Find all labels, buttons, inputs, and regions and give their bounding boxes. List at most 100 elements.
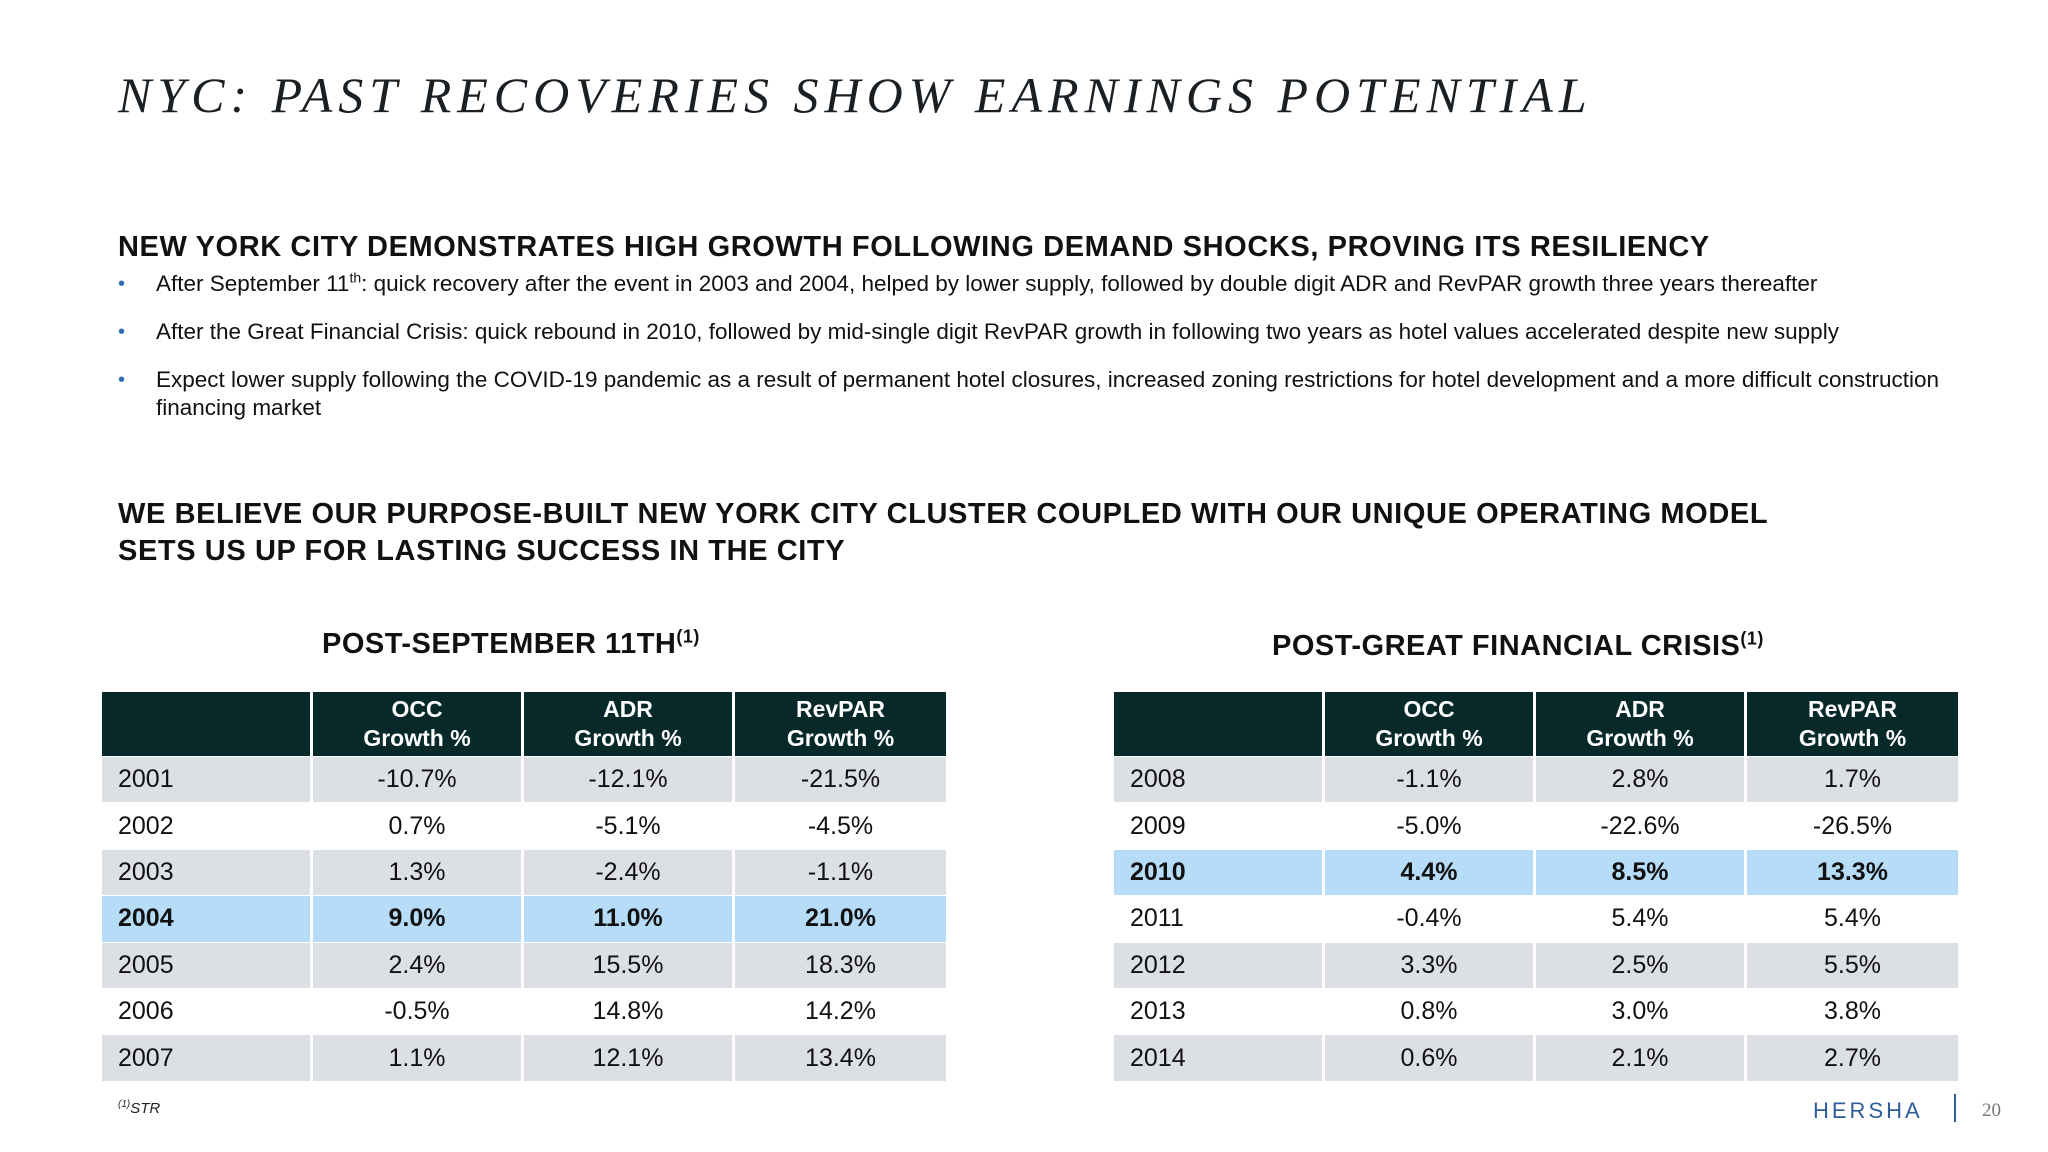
header-line-2: Growth % (363, 725, 471, 751)
bullet-dot-icon: • (118, 321, 126, 343)
page-title: NYC: PAST RECOVERIES SHOW EARNINGS POTEN… (118, 67, 1593, 123)
cell-adr: 5.4% (1536, 896, 1747, 942)
table-row: 2012 3.3% 2.5% 5.5% (1114, 941, 1958, 988)
table-row: 2013 0.8% 3.0% 3.8% (1114, 987, 1958, 1035)
table-header-row: OCC Growth % ADR Growth % RevPAR Growth … (102, 692, 946, 756)
cell-revpar: 5.5% (1747, 942, 1958, 988)
footnote: (1)STR (118, 1099, 161, 1118)
bullet-dot-icon: • (118, 273, 126, 295)
cell-revpar: 5.4% (1747, 896, 1958, 942)
bullet-item: • After the Great Financial Crisis: quic… (118, 318, 1948, 346)
footer-divider (1954, 1094, 1956, 1122)
cell-revpar: 18.3% (735, 942, 946, 988)
cell-occ: 0.7% (313, 803, 524, 849)
table-post-sept-11: OCC Growth % ADR Growth % RevPAR Growth … (102, 692, 946, 1081)
table-row: 2008 -1.1% 2.8% 1.7% (1114, 756, 1958, 803)
header-cell-revpar: RevPAR Growth % (735, 692, 946, 756)
cell-adr: 8.5% (1536, 849, 1747, 896)
footnote-text: STR (130, 1100, 161, 1117)
bullet-text-pre: After September 11 (156, 271, 350, 296)
cell-revpar: -1.1% (735, 849, 946, 896)
cell-year: 2014 (1114, 1035, 1325, 1081)
cell-revpar: 3.8% (1747, 988, 1958, 1035)
cell-year: 2006 (102, 988, 313, 1035)
table-title-text: POST-SEPTEMBER 11TH (322, 628, 677, 660)
header-cell-year (102, 692, 313, 756)
bullet-dot-icon: • (118, 369, 126, 391)
table-row: 2014 0.6% 2.1% 2.7% (1114, 1034, 1958, 1081)
table-title-footnote-ref: (1) (1740, 628, 1764, 649)
cell-year: 2005 (102, 942, 313, 988)
cell-occ: 3.3% (1325, 942, 1536, 988)
table-row: 2006 -0.5% 14.8% 14.2% (102, 987, 946, 1035)
table-row: 2007 1.1% 12.1% 13.4% (102, 1034, 946, 1081)
footnote-ref: (1) (118, 1099, 131, 1110)
header-cell-year (1114, 692, 1325, 756)
cell-year: 2004 (102, 896, 313, 942)
cell-year: 2008 (1114, 757, 1325, 803)
cell-year: 2007 (102, 1035, 313, 1081)
header-line-1: OCC (391, 696, 443, 722)
table-post-gfc: OCC Growth % ADR Growth % RevPAR Growth … (1114, 692, 1958, 1081)
cell-adr: 15.5% (524, 942, 735, 988)
cell-adr: 2.1% (1536, 1035, 1747, 1081)
cell-occ: 9.0% (313, 896, 524, 942)
cell-year: 2003 (102, 849, 313, 896)
table-row: 2009 -5.0% -22.6% -26.5% (1114, 802, 1958, 849)
table-title-text: POST-GREAT FINANCIAL CRISIS (1272, 630, 1741, 662)
cell-adr: 11.0% (524, 896, 735, 942)
cell-adr: -2.4% (524, 849, 735, 896)
cell-year: 2012 (1114, 942, 1325, 988)
bullet-list: • After September 11th: quick recovery a… (118, 270, 1948, 442)
cell-adr: 2.8% (1536, 757, 1747, 803)
header-line-2: Growth % (1798, 725, 1907, 751)
table-row: 2002 0.7% -5.1% -4.5% (102, 802, 946, 849)
header-line-1: RevPAR (1807, 696, 1898, 722)
table-row: 2005 2.4% 15.5% 18.3% (102, 941, 946, 988)
section-heading-cluster: WE BELIEVE OUR PURPOSE-BUILT NEW YORK CI… (118, 498, 1768, 567)
cell-occ: 2.4% (313, 942, 524, 988)
hersha-logo: HERSHA (1813, 1098, 1923, 1123)
header-line-1: RevPAR (795, 696, 886, 722)
bullet-text-post: : quick recovery after the event in 2003… (361, 271, 1818, 296)
cell-year: 2010 (1114, 849, 1325, 896)
cell-occ: -1.1% (1325, 757, 1536, 803)
cell-year: 2009 (1114, 803, 1325, 849)
table-row: 2003 1.3% -2.4% -1.1% (102, 848, 946, 896)
cell-year: 2002 (102, 803, 313, 849)
header-line-1: OCC (1403, 696, 1455, 722)
table-row-highlighted: 2010 4.4% 8.5% 13.3% (1114, 848, 1958, 896)
cell-occ: -10.7% (313, 757, 524, 803)
table-row: 2001 -10.7% -12.1% -21.5% (102, 756, 946, 803)
bullet-text-sup: th (349, 269, 362, 286)
cell-year: 2011 (1114, 896, 1325, 942)
bullet-item: • After September 11th: quick recovery a… (118, 270, 1948, 298)
header-line-2: Growth % (1375, 725, 1483, 751)
section-heading-resiliency: NEW YORK CITY DEMONSTRATES HIGH GROWTH F… (118, 231, 1710, 263)
header-line-2: Growth % (786, 725, 895, 751)
page-number: 20 (1982, 1100, 2001, 1121)
cell-adr: -12.1% (524, 757, 735, 803)
cell-revpar: 13.4% (735, 1035, 946, 1081)
header-line-2: Growth % (574, 725, 682, 751)
header-cell-revpar: RevPAR Growth % (1747, 692, 1958, 756)
cell-revpar: 21.0% (735, 896, 946, 942)
header-cell-occ: OCC Growth % (313, 692, 524, 756)
table-row: 2011 -0.4% 5.4% 5.4% (1114, 895, 1958, 942)
cell-occ: -0.4% (1325, 896, 1536, 942)
cell-occ: -5.0% (1325, 803, 1536, 849)
bullet-text: Expect lower supply following the COVID-… (156, 367, 1940, 420)
cell-occ: -0.5% (313, 988, 524, 1035)
cell-adr: 3.0% (1536, 988, 1747, 1035)
cell-revpar: 2.7% (1747, 1035, 1958, 1081)
table-header-row: OCC Growth % ADR Growth % RevPAR Growth … (1114, 692, 1958, 756)
header-line-1: ADR (603, 696, 653, 722)
bullet-text: After the Great Financial Crisis: quick … (156, 319, 1839, 344)
cell-revpar: 1.7% (1747, 757, 1958, 803)
header-line-2: Growth % (1586, 725, 1694, 751)
cell-revpar: -21.5% (735, 757, 946, 803)
cell-revpar: -26.5% (1747, 803, 1958, 849)
cell-adr: -5.1% (524, 803, 735, 849)
cell-adr: -22.6% (1536, 803, 1747, 849)
cell-adr: 14.8% (524, 988, 735, 1035)
